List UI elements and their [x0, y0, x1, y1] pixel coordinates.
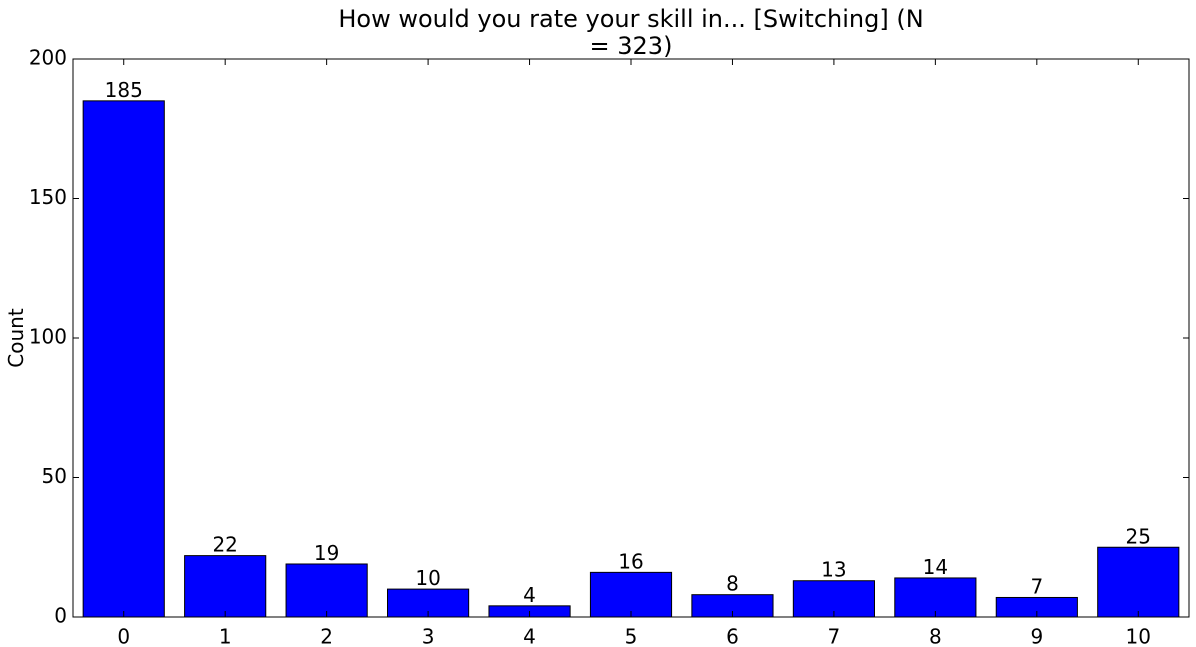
chart-title: = 323)	[590, 32, 673, 60]
data-label: 16	[618, 549, 643, 573]
y-tick-label: 150	[29, 185, 67, 209]
y-tick-label: 100	[29, 325, 67, 349]
y-tick-label: 200	[29, 46, 67, 70]
data-label: 22	[212, 533, 237, 557]
bar	[1097, 546, 1180, 618]
y-tick-label: 0	[54, 604, 67, 628]
x-tick-label: 0	[117, 625, 130, 647]
data-label: 4	[523, 583, 536, 607]
x-tick-label: 5	[625, 625, 638, 647]
x-tick-label: 8	[929, 625, 942, 647]
y-tick-label: 50	[42, 464, 67, 488]
y-axis-label: Count	[4, 308, 28, 368]
x-tick-label: 7	[828, 625, 841, 647]
bar	[184, 555, 267, 618]
chart-title: How would you rate your skill in... [Swi…	[338, 5, 923, 33]
x-tick-label: 4	[523, 625, 536, 647]
x-tick-label: 10	[1126, 625, 1151, 647]
x-tick-label: 3	[422, 625, 435, 647]
x-tick-label: 9	[1030, 625, 1043, 647]
data-label: 7	[1030, 574, 1043, 598]
data-label: 25	[1126, 524, 1151, 548]
bar	[82, 100, 165, 618]
data-label: 13	[821, 558, 846, 582]
data-label: 10	[415, 566, 440, 590]
data-label: 8	[726, 572, 739, 596]
x-tick-label: 6	[726, 625, 739, 647]
bar	[792, 580, 875, 618]
data-label: 19	[314, 541, 339, 565]
bar	[589, 571, 673, 618]
x-tick-label: 1	[219, 625, 232, 647]
plot-frame	[72, 58, 1190, 618]
x-tick-label: 2	[320, 625, 333, 647]
data-label: 185	[105, 78, 143, 102]
data-label: 14	[923, 555, 948, 579]
bar	[285, 563, 368, 618]
